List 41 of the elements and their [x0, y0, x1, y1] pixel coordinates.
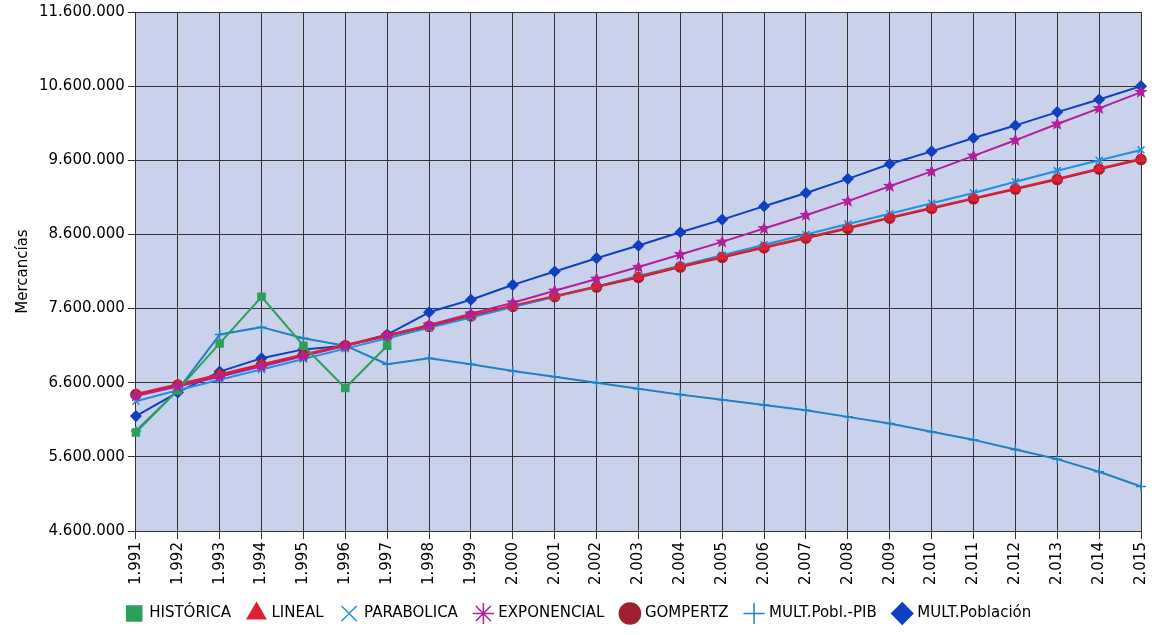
x-tick-label: 2.011 [963, 542, 982, 586]
x-tick-label: 2.005 [712, 542, 731, 586]
x-tick-label: 2.001 [544, 542, 563, 586]
x-tick-label: 2.004 [670, 542, 689, 586]
x-tick-label: 1.995 [293, 542, 312, 586]
x-tick-label: 1.992 [167, 542, 186, 586]
x-tick-label: 2.009 [879, 542, 898, 586]
legend-label: MULT.Pobl.-PIB [769, 603, 877, 622]
x-tick-label: 2.015 [1130, 542, 1149, 586]
y-tick-label: 4.600.000 [48, 520, 125, 539]
y-axis-title: Mercancías [12, 229, 31, 314]
x-tick-label: 1.993 [209, 542, 228, 586]
x-tick-label: 2.000 [502, 542, 521, 586]
x-tick-label: 1.999 [460, 542, 479, 586]
y-tick-label: 6.600.000 [48, 372, 125, 391]
y-tick-label: 8.600.000 [48, 224, 125, 243]
x-tick-label: 1.991 [125, 542, 144, 586]
x-tick-label: 1.997 [377, 542, 396, 586]
y-tick-label: 7.600.000 [48, 298, 125, 317]
legend-label: PARABOLICA [364, 603, 459, 622]
legend-label: LINEAL [271, 603, 325, 622]
x-tick-label: 2.008 [837, 542, 856, 586]
x-tick-label: 1.994 [251, 542, 270, 586]
legend-label: MULT.Población [917, 603, 1032, 622]
legend-label: HISTÓRICA [149, 602, 232, 622]
legend-label: EXPONENCIAL [498, 603, 606, 622]
x-tick-label: 2.010 [921, 542, 940, 586]
x-tick-label: 1.996 [335, 542, 354, 586]
x-tick-label: 2.013 [1047, 542, 1066, 586]
x-tick-label: 2.002 [586, 542, 605, 586]
x-tick-label: 1.998 [418, 542, 437, 586]
y-tick-label: 9.600.000 [48, 150, 125, 169]
x-tick-label: 2.007 [795, 542, 814, 586]
y-tick-label: 10.600.000 [38, 76, 125, 95]
x-tick-label: 2.014 [1089, 542, 1108, 586]
y-tick-label: 11.600.000 [38, 1, 125, 20]
legend-label: GOMPERTZ [644, 603, 729, 622]
y-tick-label: 5.600.000 [48, 446, 125, 465]
x-tick-label: 2.012 [1005, 542, 1024, 586]
x-tick-label: 2.006 [753, 542, 772, 586]
x-tick-label: 2.003 [628, 542, 647, 586]
